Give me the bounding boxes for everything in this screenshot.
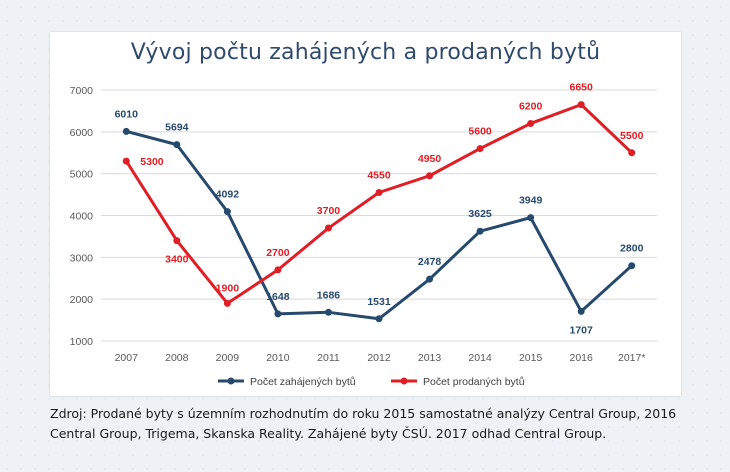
data-label: 2478 [418, 256, 442, 268]
data-label: 4950 [418, 153, 442, 165]
x-tick-label: 2008 [165, 352, 189, 364]
legend-label: Počet prodaných bytů [423, 376, 525, 388]
series-line-started [125, 129, 633, 321]
series-line-sold [125, 103, 633, 305]
x-tick-label: 2009 [216, 352, 240, 364]
source-note: Zdroj: Prodané byty s územním rozhodnutí… [50, 406, 677, 441]
data-label: 1900 [216, 282, 240, 294]
data-point [375, 188, 383, 196]
y-tick-label: 2000 [70, 294, 94, 306]
data-point [426, 172, 434, 180]
data-point [274, 266, 282, 274]
x-tick-label: 2007 [115, 352, 139, 364]
data-label: 3949 [519, 195, 543, 207]
data-label: 1707 [570, 324, 594, 336]
data-point [324, 308, 332, 316]
data-point [173, 237, 181, 245]
chart-card: Vývoj počtu zahájených a prodaných bytů … [50, 32, 681, 396]
line-chart: 1000 2000 3000 4000 5000 6000 7000 2007 2008 2009… [70, 82, 657, 388]
data-label: 6010 [115, 108, 139, 120]
x-tick-label: 2014 [468, 352, 492, 364]
x-tick-label: 2011 [317, 352, 340, 364]
y-tick-label: 7000 [70, 85, 94, 97]
data-point [223, 299, 231, 307]
data-point [628, 262, 636, 270]
data-point [223, 208, 231, 216]
data-label: 3400 [165, 254, 189, 266]
data-label: 3625 [468, 208, 492, 220]
data-point [628, 149, 636, 157]
y-tick-label: 3000 [70, 252, 94, 264]
y-tick-label: 1000 [70, 336, 94, 348]
legend-swatch-marker [227, 377, 235, 385]
data-label: 2700 [266, 247, 290, 259]
x-tick-label: 2015 [519, 352, 543, 364]
data-label: 5300 [140, 156, 164, 168]
data-point [173, 141, 181, 149]
data-label: 1686 [317, 289, 341, 301]
data-label: 4550 [367, 169, 391, 181]
data-point [577, 101, 585, 109]
x-tick-label: 2013 [418, 352, 442, 364]
data-label: 6200 [519, 100, 543, 112]
y-tick-label: 4000 [70, 211, 94, 223]
chart-title: Vývoj počtu zahájených a prodaných bytů [130, 40, 601, 65]
data-point [476, 145, 484, 153]
data-point [527, 214, 535, 222]
data-label: 5694 [165, 122, 189, 134]
x-tick-label: 2017* [618, 352, 645, 364]
data-point [122, 157, 130, 165]
data-label: 2800 [620, 243, 644, 255]
x-tick-label: 2016 [570, 352, 594, 364]
data-label: 1648 [266, 291, 290, 303]
data-point [375, 315, 383, 323]
data-label: 3700 [317, 205, 341, 217]
legend-label: Počet zahájených bytů [250, 376, 356, 388]
data-point [527, 119, 535, 127]
y-tick-label: 6000 [70, 127, 94, 139]
data-label: 5500 [620, 130, 644, 142]
x-tick-label: 2010 [266, 352, 290, 364]
legend-swatch-marker [400, 377, 408, 385]
data-point [324, 224, 332, 232]
data-point [122, 127, 130, 135]
data-point [577, 307, 585, 315]
data-point [426, 275, 434, 283]
x-tick-label: 2012 [367, 352, 391, 364]
data-point [274, 310, 282, 318]
data-label: 1531 [367, 296, 391, 308]
y-tick-label: 5000 [70, 169, 94, 181]
data-label: 5600 [468, 126, 492, 138]
data-label: 4092 [216, 189, 240, 201]
data-point [476, 227, 484, 235]
data-label: 6650 [570, 82, 594, 94]
